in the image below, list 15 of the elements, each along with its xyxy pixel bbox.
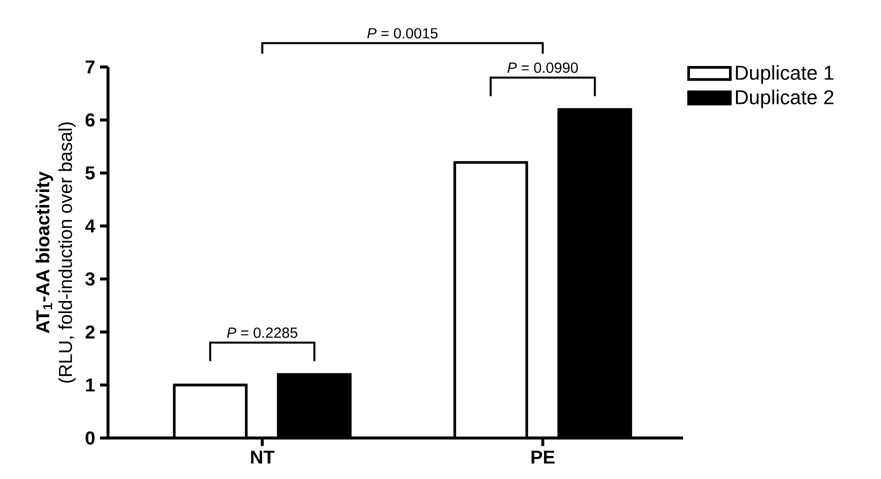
text: P = 0.0015 [367,28,438,38]
annotation: P = 0.2285 [227,328,298,338]
legend-label: Duplicate 1 [736,65,834,84]
x-tick-label: NT [251,450,275,464]
legend-label: Duplicate 2 [736,90,834,108]
y-tick-label: 7 [86,60,94,74]
annotation: P = 0.0990 [508,62,578,73]
y-tick-label: 5 [85,166,95,180]
y-tick-label: 6 [86,113,95,127]
y-tick-label: 4 [85,220,96,232]
y-tick-label: 3 [85,272,95,286]
y-tick-label: 1 [86,378,95,392]
y-tick-label: 0 [86,431,95,445]
y-tick-label: 2 [86,325,95,339]
x-tick-label: PE [532,450,554,464]
